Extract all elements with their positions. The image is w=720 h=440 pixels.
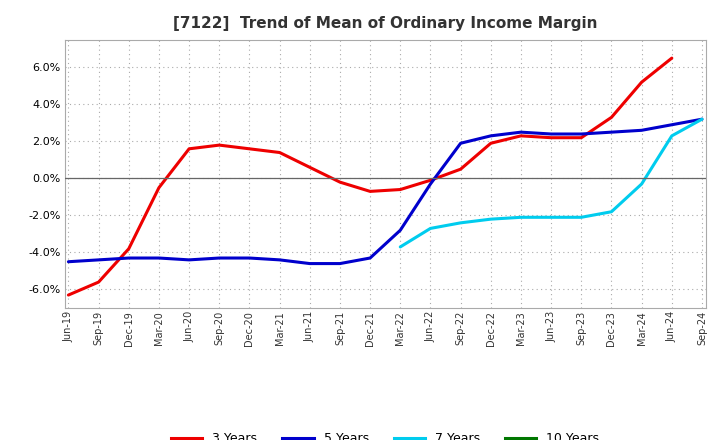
5 Years — [607, 129, 616, 135]
3 Years — [396, 187, 405, 192]
3 Years — [607, 115, 616, 120]
5 Years — [396, 227, 405, 233]
3 Years — [94, 279, 103, 285]
7 Years — [546, 215, 555, 220]
7 Years — [607, 209, 616, 214]
Line: 5 Years: 5 Years — [68, 119, 702, 264]
5 Years — [546, 132, 555, 137]
7 Years — [456, 220, 465, 225]
5 Years — [426, 181, 435, 187]
7 Years — [426, 226, 435, 231]
5 Years — [366, 255, 374, 260]
5 Years — [637, 128, 646, 133]
3 Years — [305, 165, 314, 170]
3 Years — [275, 150, 284, 155]
3 Years — [546, 135, 555, 140]
3 Years — [456, 166, 465, 172]
5 Years — [64, 259, 73, 264]
Title: [7122]  Trend of Mean of Ordinary Income Margin: [7122] Trend of Mean of Ordinary Income … — [173, 16, 598, 32]
7 Years — [698, 117, 706, 122]
7 Years — [487, 216, 495, 222]
7 Years — [637, 181, 646, 187]
5 Years — [125, 255, 133, 260]
3 Years — [426, 178, 435, 183]
3 Years — [517, 133, 526, 139]
5 Years — [456, 141, 465, 146]
5 Years — [275, 257, 284, 263]
3 Years — [637, 80, 646, 85]
5 Years — [245, 255, 253, 260]
3 Years — [155, 185, 163, 191]
3 Years — [64, 293, 73, 298]
3 Years — [366, 189, 374, 194]
5 Years — [487, 133, 495, 139]
3 Years — [215, 143, 224, 148]
3 Years — [185, 146, 194, 151]
5 Years — [305, 261, 314, 266]
5 Years — [577, 132, 585, 137]
3 Years — [667, 55, 676, 61]
Legend: 3 Years, 5 Years, 7 Years, 10 Years: 3 Years, 5 Years, 7 Years, 10 Years — [166, 427, 604, 440]
5 Years — [185, 257, 194, 263]
3 Years — [245, 146, 253, 151]
5 Years — [698, 117, 706, 122]
Line: 3 Years: 3 Years — [68, 58, 672, 295]
7 Years — [396, 244, 405, 249]
3 Years — [577, 135, 585, 140]
5 Years — [517, 129, 526, 135]
7 Years — [667, 133, 676, 139]
7 Years — [517, 215, 526, 220]
3 Years — [336, 180, 344, 185]
Line: 7 Years: 7 Years — [400, 119, 702, 247]
7 Years — [577, 215, 585, 220]
5 Years — [667, 122, 676, 128]
5 Years — [155, 255, 163, 260]
5 Years — [94, 257, 103, 263]
3 Years — [487, 141, 495, 146]
3 Years — [125, 246, 133, 251]
5 Years — [215, 255, 224, 260]
5 Years — [336, 261, 344, 266]
